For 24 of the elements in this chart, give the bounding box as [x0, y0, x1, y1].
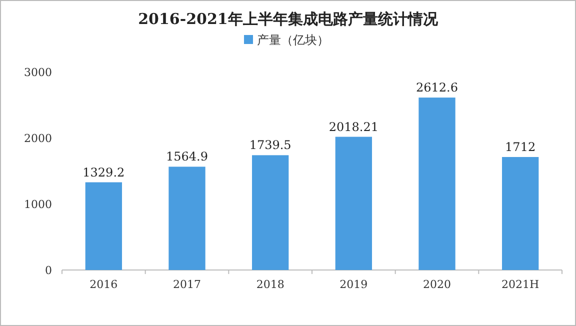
data-label: 1329.2 — [82, 165, 125, 180]
data-label: 1712 — [505, 140, 536, 154]
bar — [502, 157, 539, 270]
legend-label: 产量（亿块） — [257, 33, 329, 47]
x-tick-label: 2021H — [502, 278, 540, 291]
x-tick-label: 2019 — [340, 278, 368, 291]
bar — [252, 155, 289, 270]
bar — [168, 166, 206, 270]
x-tick-label: 2018 — [256, 278, 284, 291]
data-label: 1564.9 — [166, 150, 208, 164]
bar — [335, 136, 372, 270]
y-tick-label: 1000 — [24, 198, 52, 211]
x-tick-label: 2017 — [173, 278, 201, 291]
bar — [418, 98, 456, 270]
data-label: 2612.6 — [416, 80, 458, 95]
y-tick-label: 0 — [45, 264, 52, 277]
bar — [85, 182, 122, 270]
y-tick-label: 2000 — [24, 132, 52, 145]
data-label: 2018.21 — [328, 120, 378, 134]
data-label: 1739.5 — [249, 138, 292, 152]
chart-title: 2016-2021年上半年集成电路产量统计情况 — [138, 10, 439, 28]
x-tick-label: 2020 — [423, 278, 451, 291]
x-tick-label: 2016 — [90, 278, 118, 291]
y-tick-label: 3000 — [24, 66, 52, 79]
